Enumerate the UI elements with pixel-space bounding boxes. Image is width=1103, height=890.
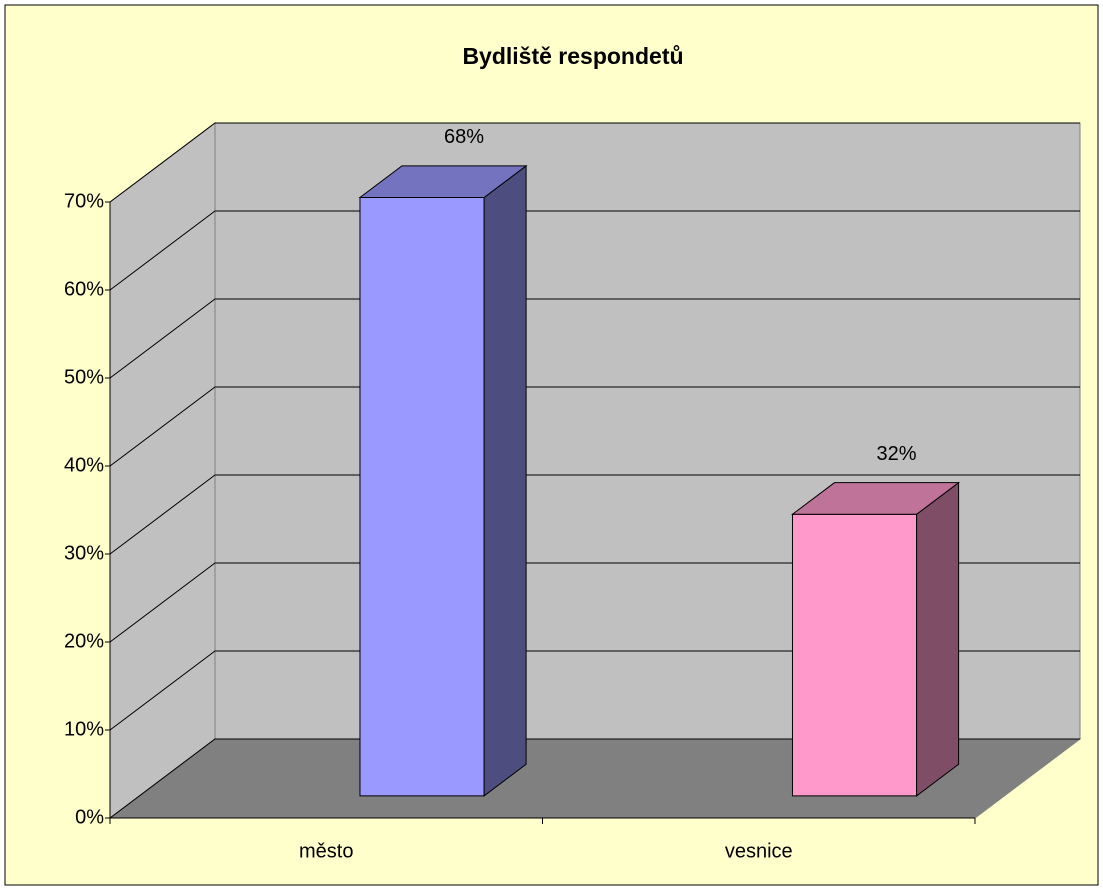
grid-line (109, 738, 1080, 819)
y-tick-label: 60% (64, 278, 104, 300)
bar-top (358, 165, 528, 198)
bar-side (916, 481, 960, 797)
bar-side (483, 164, 527, 797)
grid-line (109, 210, 1080, 291)
y-tick-label: 50% (64, 366, 104, 388)
x-tick-label: město (299, 840, 353, 862)
x-tick-label: vesnice (725, 840, 793, 862)
y-tick-label: 0% (75, 806, 104, 828)
y-tick-label: 10% (64, 718, 104, 740)
grid-line (109, 298, 1080, 379)
grid-line (109, 474, 1080, 555)
bar-top (790, 482, 961, 515)
grid-line (109, 122, 1080, 203)
y-tick-label: 70% (64, 190, 104, 212)
chart-title: Bydliště respondetů (462, 43, 683, 69)
bar (791, 513, 918, 797)
y-tick-label: 30% (64, 542, 104, 564)
grid-line (109, 562, 1080, 643)
bar (359, 196, 485, 797)
y-tick-label: 20% (64, 630, 104, 652)
side-wall (109, 121, 216, 820)
grid-line (109, 386, 1080, 467)
grid-line (109, 650, 1080, 731)
data-label: 68% (444, 126, 484, 148)
y-tick-label: 40% (64, 454, 104, 476)
data-label: 32% (877, 443, 917, 465)
